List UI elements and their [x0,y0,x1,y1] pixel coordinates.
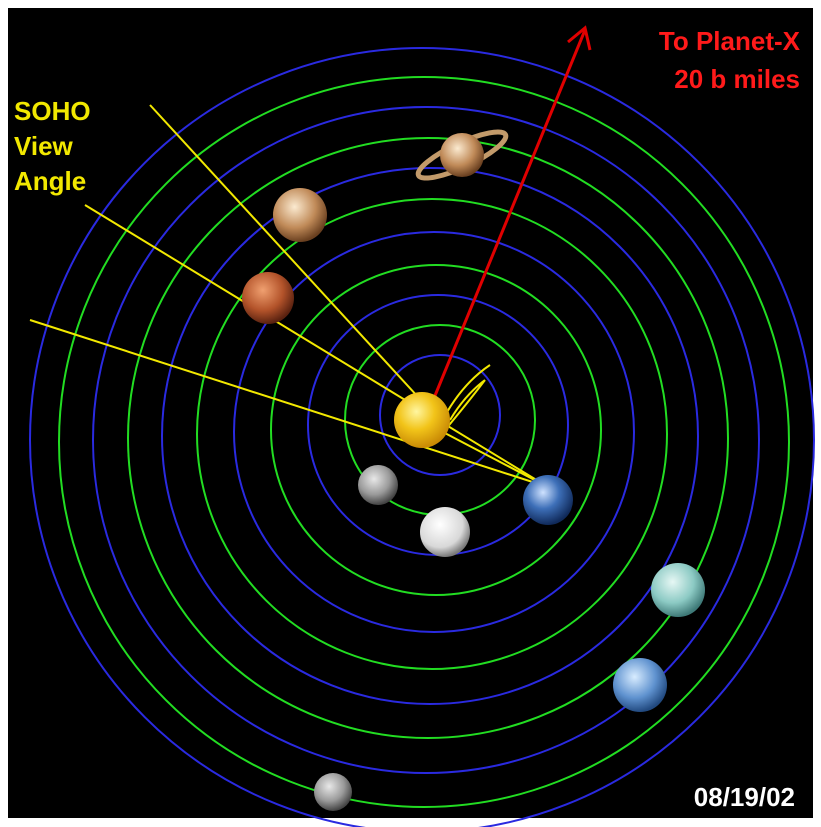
saturn [440,133,484,177]
diagram: SOHO View Angle To Planet-X 20 b miles 0… [0,0,821,827]
date: 08/19/02 [694,782,795,812]
label-line: View [14,131,74,161]
neptune [613,658,667,712]
pluto [314,773,352,811]
venus [420,507,470,557]
sun [394,392,450,448]
jupiter [273,188,327,242]
uranus [651,563,705,617]
label-line: To Planet-X [659,26,801,56]
label-line: SOHO [14,96,91,126]
label-line: 20 b miles [674,64,800,94]
page: SOHO View Angle To Planet-X 20 b miles 0… [0,0,821,827]
mercury [358,465,398,505]
label-line: Angle [14,166,86,196]
mars [242,272,294,324]
earth [523,475,573,525]
